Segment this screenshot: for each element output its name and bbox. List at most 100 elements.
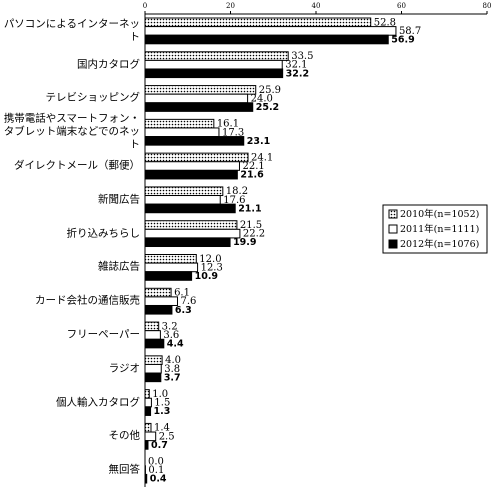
value-label: 3.2	[162, 321, 178, 332]
value-label: 17.6	[223, 195, 245, 206]
bar	[144, 355, 163, 365]
bar	[144, 330, 161, 340]
bar	[144, 296, 178, 306]
bar	[144, 161, 240, 171]
category-label: 折り込みちらし	[66, 227, 141, 240]
value-label: 33.5	[291, 51, 313, 62]
value-label: 23.1	[247, 136, 270, 147]
value-label: 58.7	[399, 26, 421, 37]
category-label: その他	[108, 429, 141, 442]
value-label: 6.1	[174, 288, 190, 299]
value-label: 12.0	[199, 254, 221, 265]
value-label: 17.3	[222, 127, 244, 138]
value-label: 0.1	[148, 465, 164, 476]
category-label: パソコンによるインターネット	[3, 17, 140, 43]
bar	[144, 34, 389, 45]
legend-label: 2011年(n=1111)	[400, 223, 479, 235]
bar	[144, 93, 249, 104]
bar	[144, 321, 160, 332]
bar	[144, 422, 152, 433]
category-label: 雑誌広告	[98, 260, 140, 273]
category-label: 国内カタログ	[77, 58, 140, 71]
legend-label: 2010年(n=1052)	[400, 208, 479, 220]
category-label: カード会社の通信販売	[35, 294, 140, 307]
bar	[144, 195, 221, 205]
bar	[144, 372, 162, 383]
category-label: テレビショッピング	[45, 91, 141, 104]
bar	[144, 127, 220, 138]
legend-label: 2012年(n=1076)	[400, 238, 479, 250]
legend-swatch	[388, 209, 398, 219]
bar	[144, 271, 193, 281]
x-tick-label: 40	[312, 2, 321, 10]
value-label: 16.1	[217, 119, 239, 130]
value-label: 0.7	[151, 440, 168, 451]
x-tick-label: 0	[143, 2, 147, 10]
value-label: 6.3	[175, 305, 192, 316]
value-label: 32.1	[285, 60, 307, 71]
bar	[144, 51, 289, 61]
value-label: 1.0	[152, 389, 168, 400]
bar	[144, 440, 149, 450]
bar	[144, 68, 284, 79]
category-label: 無回答	[108, 463, 141, 476]
bar	[144, 397, 152, 408]
bar	[144, 169, 238, 180]
value-label: 1.5	[154, 398, 170, 409]
bar	[144, 186, 224, 197]
value-label: 2.5	[159, 431, 175, 442]
value-label: 3.8	[164, 364, 180, 375]
value-label: 12.3	[201, 262, 223, 273]
value-label: 1.3	[154, 406, 171, 417]
value-label: 21.1	[238, 203, 261, 214]
bar	[144, 203, 236, 214]
bar	[144, 136, 245, 146]
legend-swatch	[388, 224, 398, 234]
bar	[144, 237, 231, 248]
category-label: 新聞広告	[98, 193, 140, 206]
value-label: 22.1	[242, 161, 264, 172]
value-label: 21.5	[240, 220, 262, 231]
value-label: 32.2	[286, 68, 309, 79]
value-label: 21.6	[240, 170, 264, 181]
bar	[144, 59, 283, 70]
value-label: 4.4	[167, 339, 184, 350]
legend-box	[382, 204, 488, 254]
value-label: 4.0	[165, 355, 181, 366]
value-label: 18.2	[226, 186, 248, 197]
category-label: ダイレクトメール（郵便）	[14, 159, 140, 172]
value-label: 56.9	[391, 35, 414, 46]
bar	[144, 220, 238, 230]
value-label: 3.7	[164, 372, 181, 383]
value-label: 0.0	[148, 457, 164, 468]
value-label: 24.0	[251, 93, 273, 104]
value-label: 22.2	[243, 229, 265, 240]
bar	[144, 363, 162, 374]
value-label: 25.2	[256, 102, 279, 113]
bar	[144, 17, 372, 28]
value-label: 0.4	[150, 474, 167, 485]
bar	[144, 102, 254, 112]
bar	[144, 118, 215, 129]
value-label: 52.8	[374, 17, 396, 28]
value-label: 1.4	[154, 423, 170, 434]
bar	[144, 406, 152, 416]
category-label: 個人輸入カタログ	[56, 396, 140, 409]
value-label: 10.9	[195, 271, 218, 282]
value-label: 3.6	[163, 330, 179, 341]
category-label: フリーペーパー	[66, 328, 140, 341]
x-tick-label: 80	[483, 2, 492, 10]
category-label: ラジオ	[108, 362, 140, 375]
bar	[144, 287, 172, 298]
value-label: 25.9	[259, 85, 281, 96]
x-tick-label: 20	[226, 2, 235, 10]
bar	[144, 389, 150, 399]
bar	[144, 304, 173, 315]
value-label: 19.9	[233, 237, 256, 248]
bar	[144, 254, 197, 264]
bar	[144, 85, 257, 95]
value-label: 24.1	[251, 152, 273, 163]
category-label: 携帯電話やスマートフォン・ タブレット端末などでのネット	[3, 112, 140, 151]
value-label: 7.6	[180, 296, 196, 307]
